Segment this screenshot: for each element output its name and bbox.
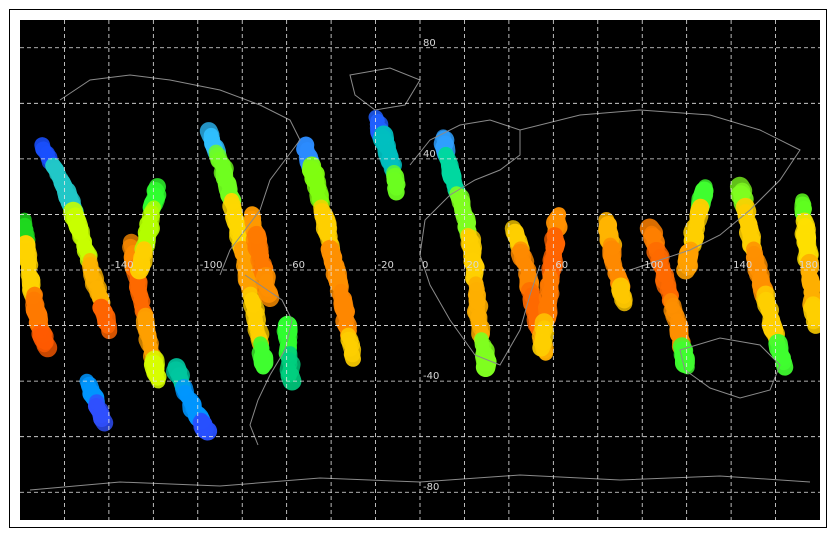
swath-segment [614, 292, 633, 312]
swath-segment [36, 335, 58, 358]
swath-segment [387, 180, 405, 201]
coast-australia [679, 337, 781, 399]
longitude-label: -140 [111, 260, 134, 271]
longitude-label: 100 [644, 260, 663, 271]
longitude-label: -20 [378, 260, 394, 271]
swath-layer [20, 109, 820, 441]
latitude-label: -80 [423, 482, 439, 493]
swath-segment [194, 419, 218, 441]
swath-segment [129, 256, 151, 280]
swath-segment [93, 409, 114, 432]
swath-segment [280, 366, 302, 391]
latitude-label: 80 [423, 38, 436, 49]
swath-segment [532, 333, 552, 357]
latitude-label: 40 [423, 149, 436, 160]
longitude-label: 0 [422, 260, 428, 271]
graticule [20, 20, 820, 520]
longitude-label: -60 [289, 260, 305, 271]
latitude-label: -40 [423, 371, 439, 382]
longitude-label: -100 [200, 260, 223, 271]
satellite-swath-map[interactable]: -140 -100 -60 -20 0 20 60 100 140 180 80 40 -40 -80 [20, 20, 820, 520]
swath-segment [475, 351, 497, 378]
coast-south-america [244, 274, 293, 446]
coast-europe-africa [409, 119, 541, 366]
coordinate-labels: -140 -100 -60 -20 0 20 60 100 140 180 80 40 -40 -80 [111, 38, 818, 493]
swath-segment [775, 354, 794, 376]
coast-greenland [349, 67, 421, 111]
swath-segment [149, 369, 166, 389]
longitude-label: 20 [466, 260, 479, 271]
coast-asia [519, 109, 801, 271]
longitude-label: 60 [555, 260, 568, 271]
swath-segment [343, 346, 361, 367]
coast-north-america [59, 74, 301, 276]
swath-segment [258, 284, 280, 308]
swath-segment [807, 313, 820, 334]
longitude-label: 140 [733, 260, 752, 271]
longitude-label: 180 [799, 260, 818, 271]
